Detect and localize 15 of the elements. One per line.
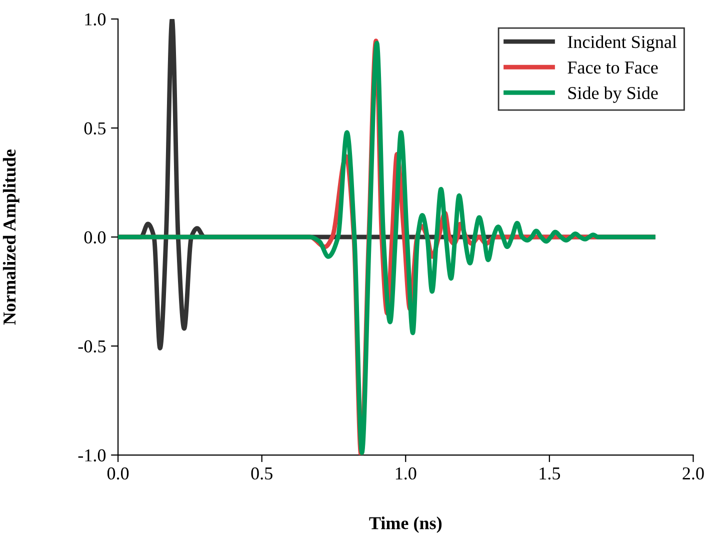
y-tick-label: 0.0 (84, 231, 106, 244)
y-axis-title: Normalized Amplitude (2, 149, 20, 325)
x-tick-label: 1.5 (540, 467, 560, 480)
x-axis-title: Time (ns) (369, 516, 442, 533)
y-tick-label: -1.0 (78, 449, 106, 462)
x-tick-label: 0.0 (107, 467, 129, 480)
legend-label: Incident Signal (568, 35, 677, 52)
y-tick-label: -0.5 (78, 340, 106, 353)
x-tick-label: 0.5 (251, 467, 272, 480)
legend-label: Face to Face (568, 62, 658, 74)
y-tick-label: 1.0 (85, 13, 106, 26)
x-tick-label: 1.0 (396, 467, 416, 480)
y-tick-label: 0.5 (84, 122, 106, 135)
legend-label: Side by Side (568, 86, 658, 103)
x-tick-label: 2.0 (682, 467, 704, 480)
